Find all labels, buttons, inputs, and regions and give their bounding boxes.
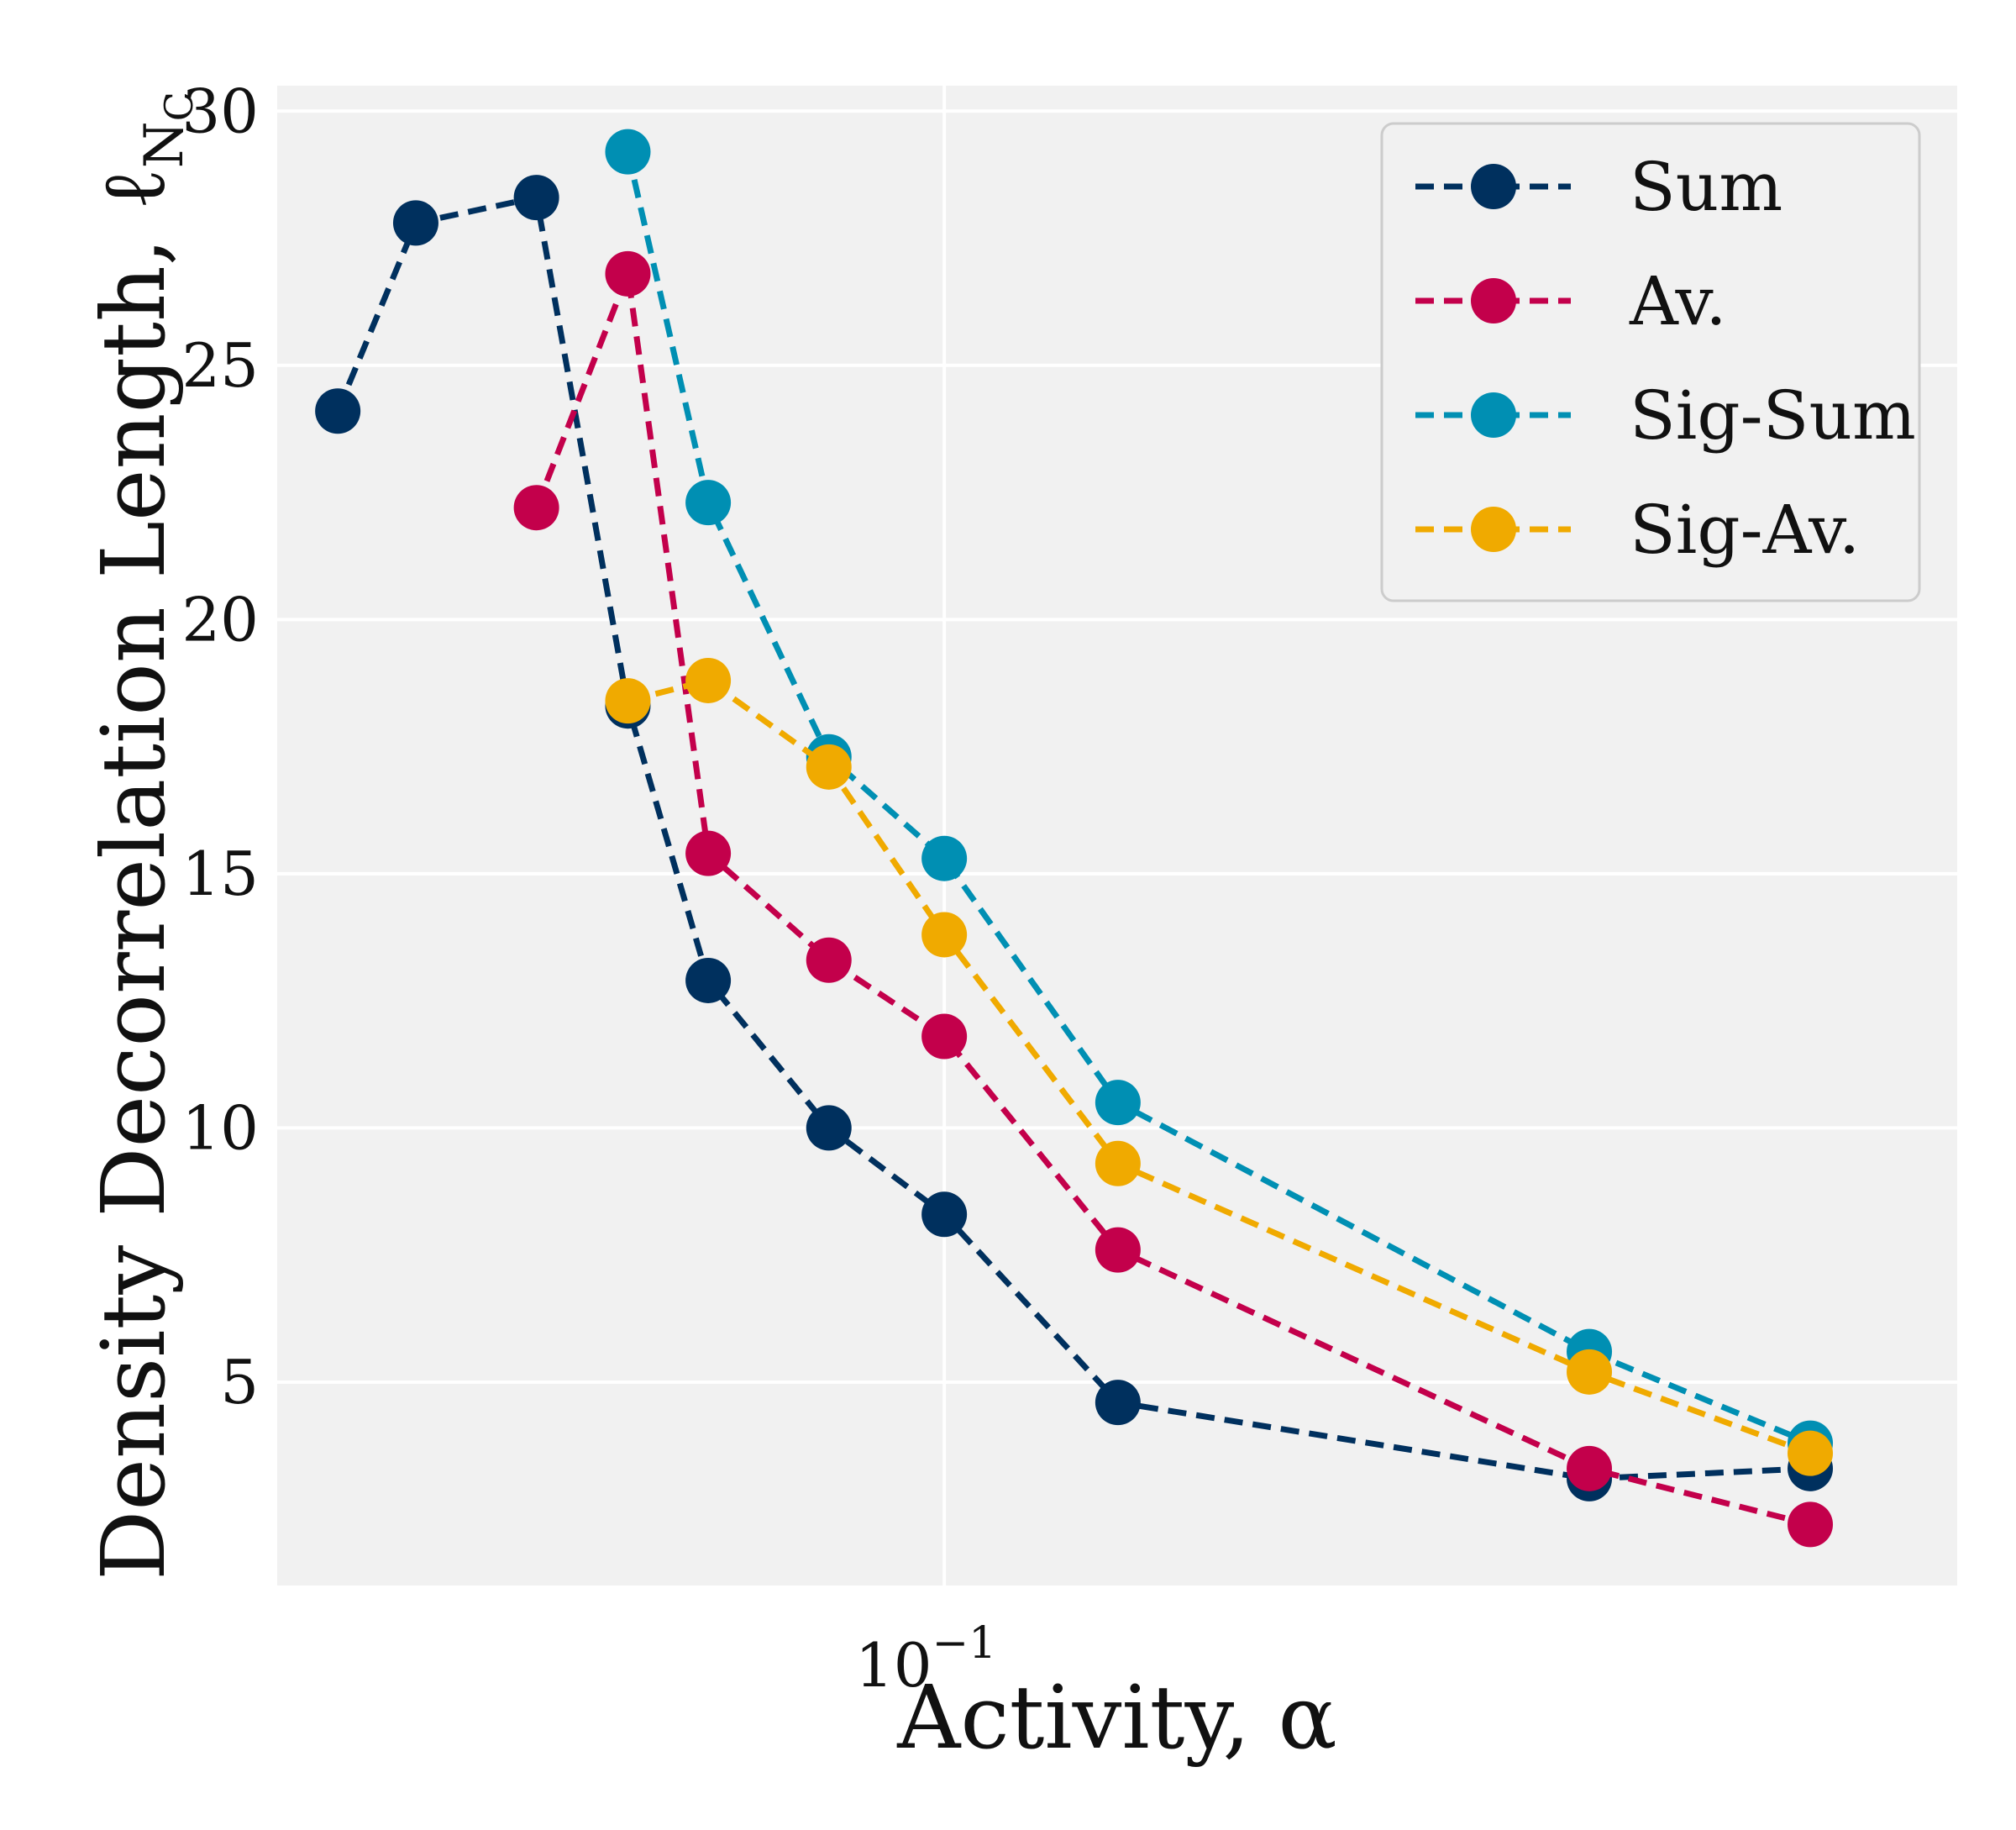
y-axis-label-main: Density Decorrelation Length, ℓ <box>82 168 185 1580</box>
x-tick-label-base: 10 <box>855 1630 932 1701</box>
data-point-sig-sum <box>685 480 732 526</box>
legend-marker-sig-av <box>1471 507 1516 552</box>
data-point-sum <box>921 1191 968 1238</box>
series-sig-av <box>605 657 1834 1476</box>
data-point-sig-av <box>1567 1349 1613 1395</box>
legend: Sum Av. Sig-Sum Sig-Av. <box>1380 122 1921 602</box>
y-axis-label-subscript2: C <box>156 92 202 121</box>
data-point-sum <box>685 957 732 1003</box>
data-point-sum <box>1095 1380 1141 1426</box>
legend-label-sig-sum: Sig-Sum <box>1630 376 1916 455</box>
data-point-sig-sum <box>921 835 968 881</box>
legend-entry-av: Av. <box>1415 262 1727 340</box>
x-axis-label: Activity, α <box>896 1666 1337 1769</box>
data-point-sig-av <box>685 657 732 703</box>
y-tick-label: 5 <box>220 1347 259 1417</box>
y-tick-label: 20 <box>181 584 259 655</box>
data-point-sig-av <box>1095 1140 1141 1186</box>
data-point-sig-sum <box>1095 1080 1141 1126</box>
y-tick-label: 30 <box>181 76 259 146</box>
y-axis-label: Density Decorrelation Length, ℓNC <box>82 92 202 1580</box>
legend-label-av: Av. <box>1629 262 1727 340</box>
data-point-sig-av <box>921 912 968 958</box>
series-line-sum <box>334 194 1811 1482</box>
data-point-av <box>513 485 559 531</box>
data-point-sum <box>806 1105 852 1151</box>
y-tick-label: 15 <box>181 839 259 909</box>
data-point-av <box>806 937 852 983</box>
data-point-av <box>605 250 651 297</box>
data-point-av <box>921 1013 968 1060</box>
x-tick-label-exponent: −1 <box>932 1618 997 1669</box>
data-point-sum <box>513 175 559 221</box>
legend-entry-sum: Sum <box>1415 148 1782 226</box>
legend-label-sum: Sum <box>1630 148 1782 226</box>
data-point-av <box>1567 1445 1613 1491</box>
series-av <box>513 250 1834 1548</box>
data-point-sum <box>392 200 438 246</box>
legend-marker-sum <box>1471 164 1516 209</box>
legend-marker-av <box>1471 278 1516 323</box>
grid <box>277 86 1957 1585</box>
legend-box <box>1380 122 1921 602</box>
x-tick-label: 10−1 <box>855 1618 996 1701</box>
data-point-sig-av <box>1788 1430 1834 1476</box>
data-point-sum <box>315 388 361 434</box>
data-point-sig-av <box>806 744 852 790</box>
series-line-av <box>533 271 1811 1528</box>
data-point-sig-sum <box>605 129 651 175</box>
y-tick-label: 10 <box>181 1092 259 1163</box>
data-point-sig-av <box>605 678 651 724</box>
legend-marker-sig-sum <box>1471 392 1516 438</box>
y-axis-label-subscript: N <box>134 121 196 168</box>
legend-entry-sig-sum: Sig-Sum <box>1415 376 1916 455</box>
data-point-av <box>685 830 732 876</box>
series-layer <box>315 129 1834 1548</box>
data-point-av <box>1788 1501 1834 1548</box>
data-point-av <box>1095 1227 1141 1273</box>
legend-entry-sig-av: Sig-Av. <box>1415 491 1860 569</box>
legend-label-sig-av: Sig-Av. <box>1630 491 1860 569</box>
y-tick-label: 25 <box>181 330 259 401</box>
